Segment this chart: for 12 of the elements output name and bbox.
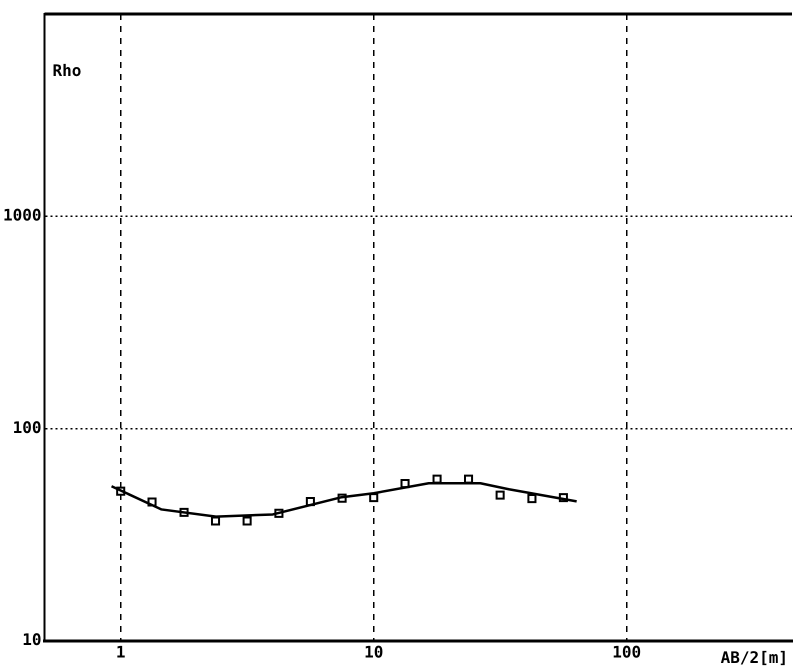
point — [527, 494, 536, 504]
x-tick-label: 1 — [116, 642, 126, 662]
y-tick-label: 100 — [12, 418, 42, 437]
point — [242, 516, 252, 526]
y-axis-title: Rho — [52, 61, 82, 80]
y-tick-label: 1000 — [3, 206, 42, 225]
x-axis-title: AB/2[m] — [720, 648, 788, 667]
x-tick-label: 100 — [612, 642, 642, 662]
x-tick-label: 10 — [364, 642, 384, 662]
point — [496, 490, 505, 500]
y-tick-label: 10 — [22, 630, 42, 649]
point — [210, 516, 220, 526]
